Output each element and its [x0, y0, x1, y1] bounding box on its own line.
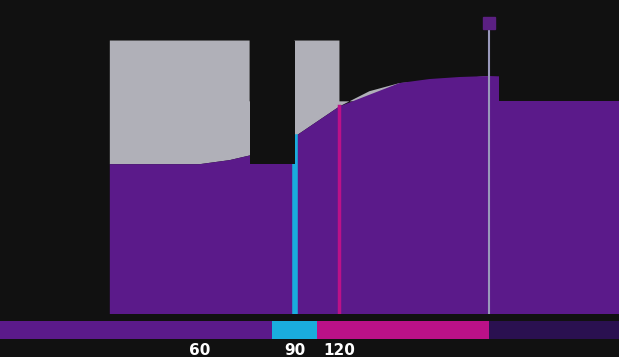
FancyBboxPatch shape [318, 321, 489, 340]
Text: 60: 60 [189, 342, 210, 357]
Text: 90: 90 [284, 342, 305, 357]
FancyBboxPatch shape [499, 0, 619, 101]
Polygon shape [110, 41, 619, 314]
FancyBboxPatch shape [249, 41, 295, 164]
FancyBboxPatch shape [272, 321, 318, 340]
Polygon shape [0, 76, 619, 314]
FancyBboxPatch shape [489, 321, 619, 340]
Text: 120: 120 [324, 342, 355, 357]
FancyBboxPatch shape [0, 321, 272, 340]
